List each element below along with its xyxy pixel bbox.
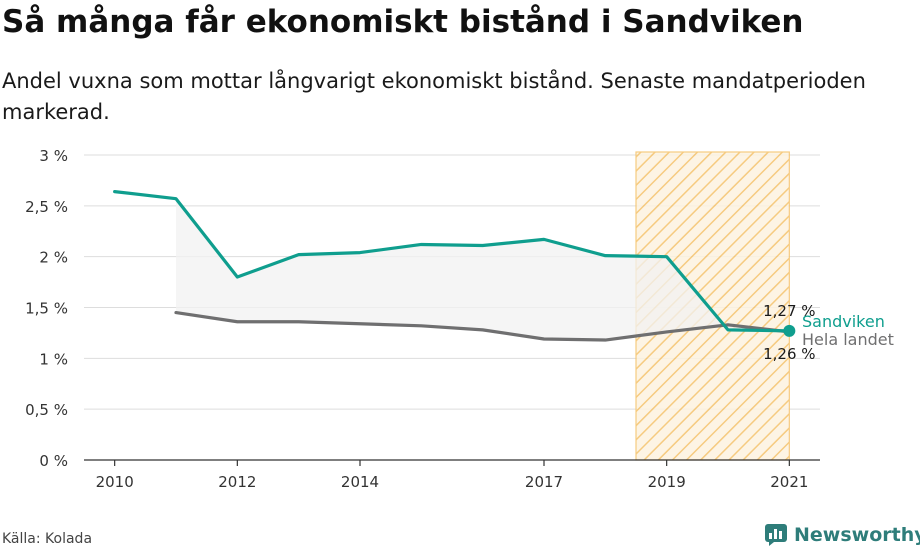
series-end-point xyxy=(783,324,796,337)
source-note: Källa: Kolada xyxy=(2,531,93,547)
difference-area-fill xyxy=(176,198,790,341)
x-tick-label: 2021 xyxy=(770,473,808,491)
x-tick-label: 2019 xyxy=(648,473,686,491)
y-tick-label: 2 % xyxy=(39,249,68,267)
end-value-label: 1,26 % xyxy=(763,345,815,363)
y-tick-label: 0 % xyxy=(39,452,68,470)
y-tick-label: 2,5 % xyxy=(25,198,68,216)
brand-logo: Newsworthy xyxy=(764,519,920,551)
series-name-label: Sandviken xyxy=(802,312,885,331)
x-tick-label: 2014 xyxy=(341,473,379,491)
y-tick-label: 1,5 % xyxy=(25,300,68,318)
axes: 0 % 0,5 % 1 % 1,5 % 2 % 2,5 % 3 % 2010 2012 2014 2… xyxy=(25,147,820,491)
series-name-label: Hela landet xyxy=(802,330,894,349)
end-value-label: 1,27 % xyxy=(763,302,815,320)
chart-subtitle: Andel vuxna som mottar långvarigt ekonom… xyxy=(2,69,866,124)
y-tick-label: 1 % xyxy=(39,350,68,368)
chart-title: Så många får ekonomiskt bistånd i Sandvi… xyxy=(2,4,804,40)
newsworthy-logo-icon xyxy=(765,524,787,546)
x-tick-label: 2010 xyxy=(96,473,134,491)
y-tick-label: 3 % xyxy=(39,147,68,165)
series-line xyxy=(113,190,791,333)
series-lines xyxy=(113,190,796,342)
x-tick-label: 2012 xyxy=(218,473,256,491)
difference-area xyxy=(176,198,790,341)
series-line xyxy=(174,310,791,342)
brand-name: Newsworthy xyxy=(794,524,920,546)
x-tick-label: 2017 xyxy=(525,473,563,491)
y-tick-label: 0,5 % xyxy=(25,401,68,419)
